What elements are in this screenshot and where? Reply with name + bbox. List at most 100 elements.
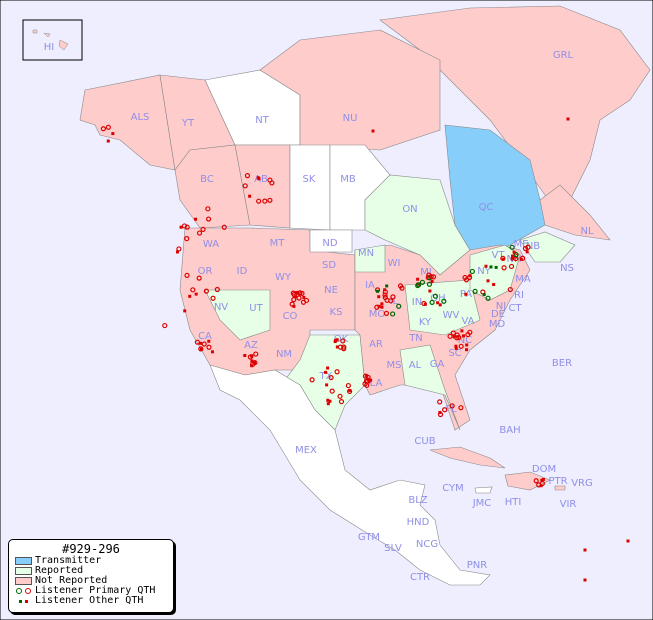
region-label-vt: VT [492, 250, 506, 261]
listener-primary-qth-marker [449, 403, 455, 409]
region-label-slv: SLV [384, 543, 402, 554]
listener-other-qth-marker [302, 295, 306, 299]
region-label-sc: SC [448, 348, 461, 359]
listener-primary-qth-marker [429, 299, 435, 306]
listener-other-qth-marker [465, 343, 469, 347]
legend-title: #929-296 [62, 542, 120, 556]
region-label-pnr: PNR [467, 560, 488, 571]
listener-other-qth-marker [461, 334, 465, 338]
listener-other-qth-marker [452, 335, 456, 339]
region-label-il: IL [390, 296, 399, 307]
listener-other-qth-marker [541, 477, 545, 481]
legend-label: Not Reported [35, 575, 108, 586]
region-label-ri: RI [514, 290, 524, 301]
legend-label: Transmitter [35, 555, 102, 566]
region-label-ar: AR [369, 339, 383, 350]
region-label-nl: NL [580, 226, 593, 237]
listener-primary-qth-marker [467, 329, 473, 335]
region-label-nt: NT [255, 115, 269, 126]
listener-other-qth-marker [428, 289, 432, 293]
listener-primary-qth-marker [205, 206, 211, 212]
listener-primary-qth-marker [253, 351, 259, 357]
region-mn-area [354, 244, 386, 273]
listener-primary-qth-marker [383, 310, 390, 316]
region-label-cym: CYM [442, 483, 464, 494]
region-label-md: MD [489, 319, 506, 330]
listener-other-qth-marker [111, 132, 115, 136]
region-label-wv: WV [443, 310, 460, 321]
listener-other-qth-marker [492, 283, 496, 287]
listener-other-qth-marker [198, 341, 202, 345]
listener-primary-qth-marker [441, 298, 447, 304]
reported-swatch [15, 567, 32, 575]
region-label-id: ID [237, 266, 248, 277]
region-label-hti: HTI [505, 497, 522, 508]
region-label-cub: CUB [414, 436, 435, 447]
listener-other-qth-marker [482, 293, 486, 297]
region-grl [379, 5, 651, 201]
listener-primary-qth-marker [437, 399, 443, 405]
legend-label: Listener Other QTH [35, 595, 144, 606]
listener-primary-qth-marker [242, 183, 248, 189]
region-label-mn: MN [358, 248, 374, 259]
region-label-nb: NB [526, 241, 540, 252]
listener-other-qth-marker [376, 289, 380, 293]
region-label-ut: UT [249, 303, 263, 314]
listener-primary-qth-marker [507, 286, 513, 293]
listener-primary-qth-marker [205, 216, 212, 222]
listener-other-qth-marker [334, 338, 338, 342]
region-label-vir: VIR [560, 499, 577, 510]
region-label-ks: KS [330, 307, 343, 318]
listener-other-qth-marker [438, 410, 442, 414]
region-label-ct: CT [508, 303, 522, 314]
listener-primary-qth-marker [210, 295, 216, 301]
listener-other-qth-marker [430, 279, 434, 283]
listener-other-qth-marker [325, 383, 329, 387]
listener-other-qth-marker [566, 117, 570, 121]
listener-primary-qth-marker [419, 279, 426, 285]
primary-qth-icon [15, 588, 32, 594]
listener-other-qth-marker [626, 539, 630, 543]
region-label-nd: ND [322, 238, 337, 249]
region-label-ab: AB [254, 174, 268, 185]
region-label-az: AZ [244, 340, 258, 351]
region-label-mt: MT [270, 238, 286, 249]
region-label-qc: QC [479, 202, 494, 213]
listener-primary-qth-marker [181, 223, 188, 229]
listener-primary-qth-marker [262, 198, 268, 204]
listener-primary-qth-marker [256, 198, 262, 204]
listener-other-qth-marker [583, 548, 587, 552]
other-qth-icon [15, 599, 32, 603]
listener-other-qth-marker [252, 361, 256, 365]
listener-primary-qth-marker [221, 224, 227, 230]
listener-primary-qth-marker [201, 341, 207, 347]
listener-other-qth-marker [438, 303, 442, 307]
listener-primary-qth-marker [513, 251, 519, 258]
listener-primary-qth-marker [509, 244, 515, 250]
listener-other-qth-marker [199, 347, 203, 351]
listener-primary-qth-marker [337, 393, 343, 399]
region-sk [289, 144, 331, 231]
listener-primary-qth-marker [415, 282, 421, 289]
listener-other-qth-marker [257, 177, 261, 181]
region-label-hi: HI [44, 42, 54, 53]
listener-other-qth-marker [324, 370, 328, 374]
listener-primary-qth-marker [421, 300, 427, 307]
region-label-yt: YT [181, 118, 195, 129]
listener-other-qth-marker [243, 353, 247, 357]
listener-primary-qth-marker [244, 173, 251, 179]
listener-primary-qth-marker [508, 263, 515, 270]
region-label-ca: CA [198, 331, 212, 342]
region-label-nj: NJ [496, 301, 506, 312]
region-ohio-valley [404, 279, 481, 336]
listener-other-qth-marker [377, 304, 381, 308]
listener-primary-qth-marker [396, 303, 402, 309]
region-label-or: OR [198, 266, 213, 277]
listener-primary-qth-marker [382, 292, 388, 298]
listener-other-qth-marker [519, 257, 523, 261]
listener-primary-qth-marker [290, 290, 296, 296]
listener-primary-qth-marker [203, 288, 209, 294]
region-label-blz: BLZ [408, 495, 427, 506]
region-label-la: LA [370, 378, 383, 389]
listener-other-qth-marker [188, 294, 192, 298]
